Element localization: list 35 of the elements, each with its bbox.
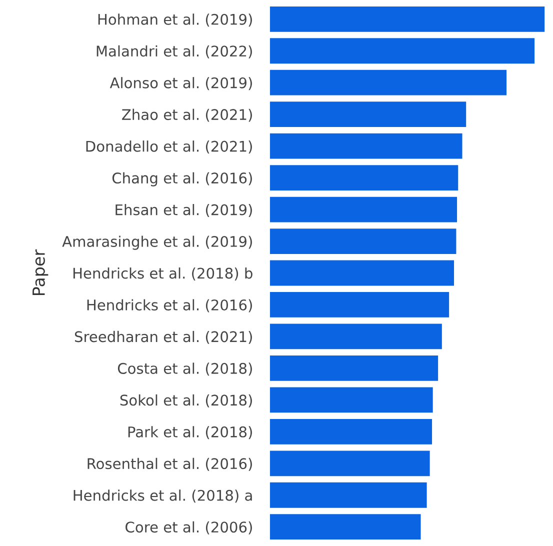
y-tick-label: Costa et al. (2018) (118, 362, 252, 376)
bar (270, 324, 442, 350)
y-tick-label: Chang et al. (2016) (112, 172, 252, 186)
y-axis-title: Paper (32, 249, 48, 295)
bar (270, 70, 506, 96)
y-tick-label: Sreedharan et al. (2021) (74, 330, 252, 344)
bar (270, 196, 458, 222)
y-tick-label: Rosenthal et al. (2016) (88, 458, 252, 471)
y-tick-label: Ehsan et al. (2019) (116, 204, 252, 217)
bar (270, 450, 430, 476)
bar (270, 228, 456, 254)
y-tick-label: Amarasinghe et al. (2019) (62, 236, 252, 250)
bar (270, 165, 458, 190)
y-tick-label: Donadello et al. (2021) (86, 140, 252, 154)
y-tick-label: Zhao et al. (2021) (122, 108, 252, 122)
bar (270, 514, 421, 540)
y-tick-label: Hendricks et al. (2016) (87, 299, 252, 312)
bar (270, 418, 432, 444)
y-tick-label: Park et al. (2018) (128, 426, 252, 440)
y-tick-label: Malandri et al. (2022) (96, 45, 252, 58)
bar (270, 6, 545, 32)
y-tick-label: Sokol et al. (2018) (120, 394, 252, 408)
y-tick-label: Hendricks et al. (2018) b (73, 267, 252, 280)
y-tick-label: Hendricks et al. (2018) a (74, 490, 252, 503)
bar (270, 260, 454, 286)
bar (270, 38, 535, 64)
y-tick-label: Alonso et al. (2019) (110, 77, 252, 90)
bar (270, 102, 466, 128)
bar (270, 482, 427, 508)
bar (270, 292, 450, 318)
bar (270, 133, 462, 159)
y-tick-label: Hohman et al. (2019) (98, 14, 252, 27)
bar (270, 387, 433, 413)
y-tick-label: Core et al. (2006) (126, 521, 252, 534)
bar (270, 356, 438, 381)
